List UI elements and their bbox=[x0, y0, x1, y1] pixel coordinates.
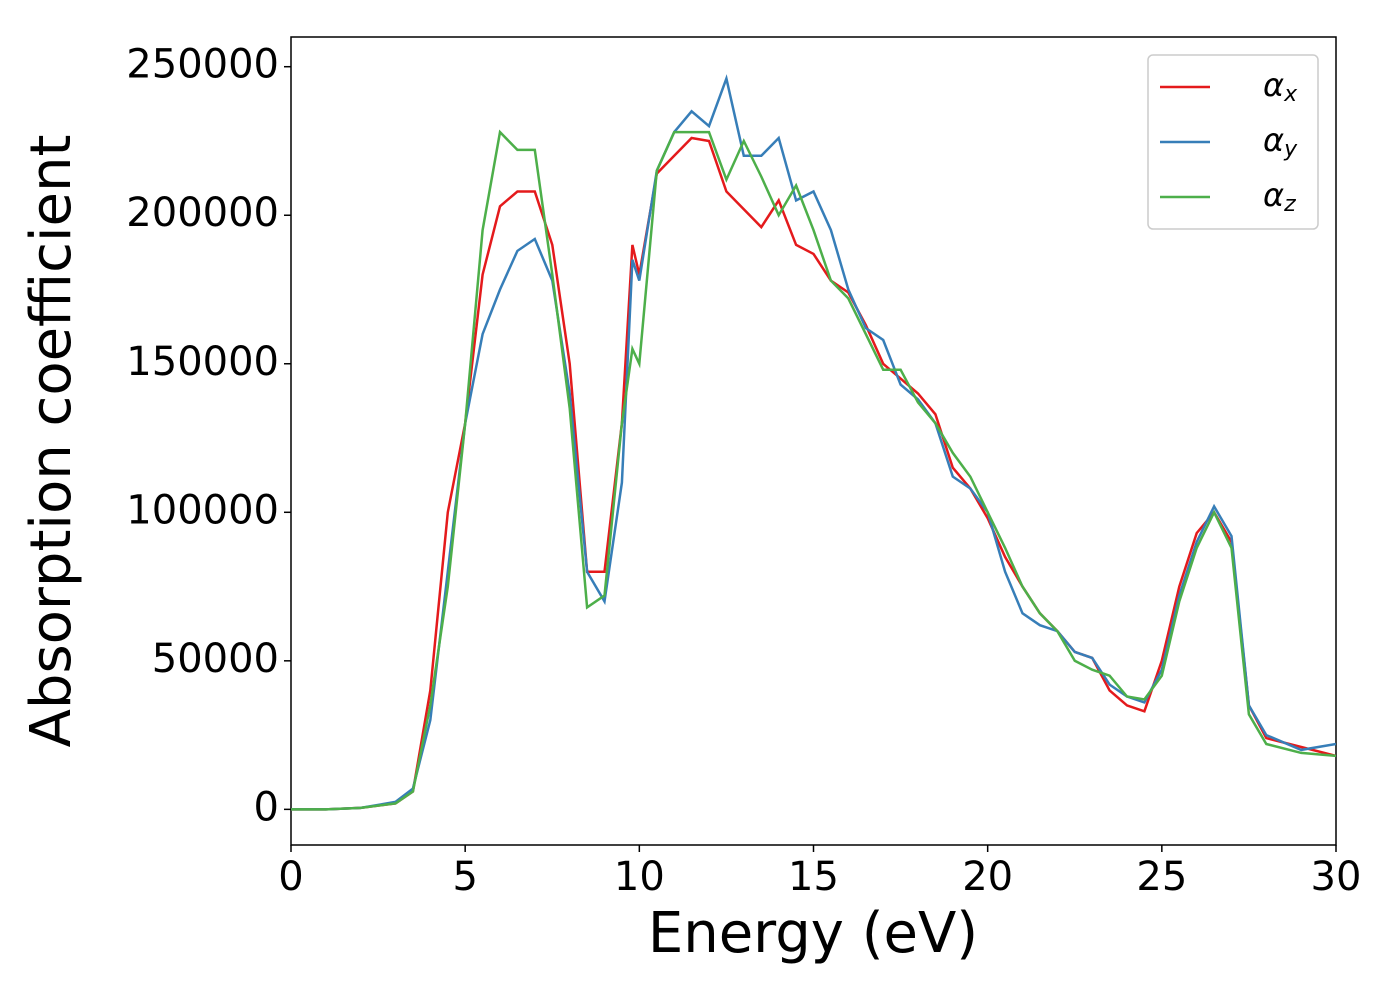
x-axis-label: Energy (eV) bbox=[648, 901, 978, 966]
plot-lines bbox=[291, 74, 1336, 811]
data-line bbox=[291, 129, 1336, 811]
data-line bbox=[291, 136, 1336, 811]
y-tick-label: 100000 bbox=[126, 487, 279, 533]
x-tick-label: 10 bbox=[614, 854, 665, 900]
y-tick-label: 50000 bbox=[152, 636, 279, 682]
y-tick-label: 0 bbox=[254, 784, 279, 830]
legend-label: αy bbox=[1263, 121, 1298, 162]
x-tick-label: 25 bbox=[1136, 854, 1187, 900]
y-tick-label: 250000 bbox=[126, 42, 279, 88]
legend-box bbox=[1147, 54, 1319, 230]
legend-label: αz bbox=[1263, 176, 1296, 217]
x-tick-label: 20 bbox=[962, 854, 1013, 900]
legend-label: αx bbox=[1263, 66, 1298, 107]
x-tick-label: 5 bbox=[452, 854, 477, 900]
data-line bbox=[291, 74, 1336, 811]
y-tick-label: 150000 bbox=[126, 339, 279, 385]
x-tick-label: 15 bbox=[788, 854, 839, 900]
y-axis-label: Absorption coefficient bbox=[19, 135, 84, 748]
y-tick-label: 200000 bbox=[126, 190, 279, 236]
x-tick-label: 30 bbox=[1311, 854, 1362, 900]
x-tick-label: 0 bbox=[278, 854, 303, 900]
